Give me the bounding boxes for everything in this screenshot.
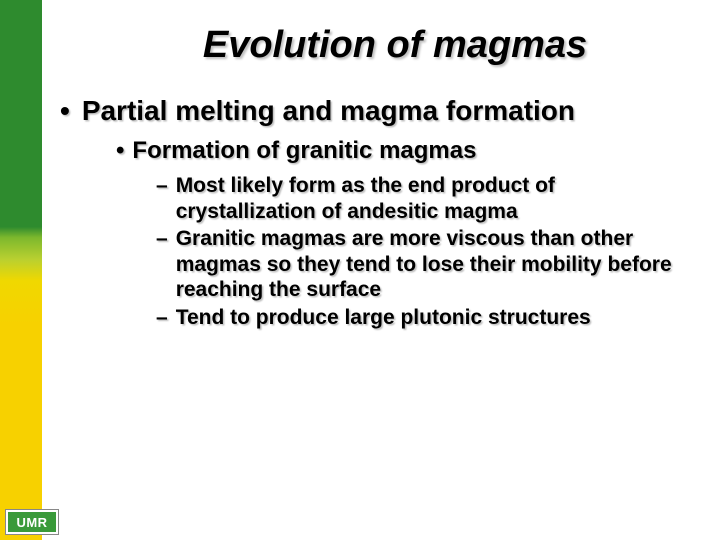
logo-text: UMR [16,515,47,530]
slide-title: Evolution of magmas [100,24,690,67]
sidebar-gradient-stripe [0,0,42,540]
bullet-level-3: – Granitic magmas are more viscous than … [156,226,690,303]
bullet-l3-text: Granitic magmas are more viscous than ot… [176,226,690,303]
bullet-marker: • [116,137,124,165]
bullet-l2-text: Formation of granitic magmas [132,137,476,165]
dash-marker: – [156,305,168,331]
slide-content: Evolution of magmas • Partial melting an… [60,24,690,333]
bullet-marker: • [60,95,70,127]
bullet-level-3: – Most likely form as the end product of… [156,173,690,224]
umr-logo: UMR [6,510,58,534]
bullet-level-1: • Partial melting and magma formation [60,95,690,127]
bullet-l3-text: Most likely form as the end product of c… [176,173,690,224]
bullet-l3-text: Tend to produce large plutonic structure… [176,305,591,331]
bullet-level-2: • Formation of granitic magmas [116,137,690,165]
bullet-l1-text: Partial melting and magma formation [82,95,575,127]
dash-marker: – [156,173,168,224]
bullet-level-3: – Tend to produce large plutonic structu… [156,305,690,331]
dash-marker: – [156,226,168,303]
stripe-gradient [0,0,42,540]
